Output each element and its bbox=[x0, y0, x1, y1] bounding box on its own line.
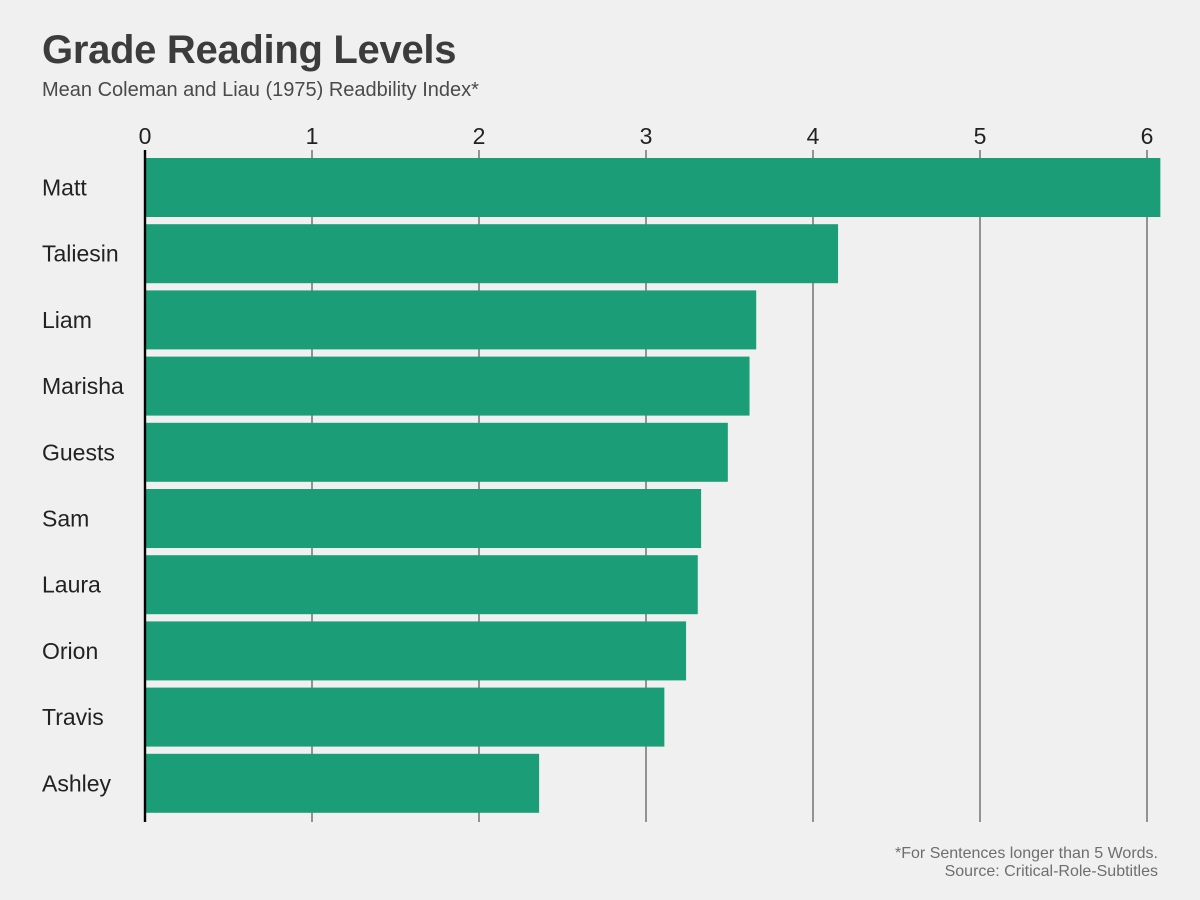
bar-sam bbox=[145, 489, 702, 548]
category-label: Ashley bbox=[42, 770, 112, 796]
bar-guests bbox=[145, 422, 728, 482]
category-label: Guests bbox=[42, 439, 115, 465]
category-label: Travis bbox=[42, 704, 104, 730]
chart-subtitle: Mean Coleman and Liau (1975) Readbility … bbox=[42, 79, 479, 101]
category-label: Orion bbox=[42, 638, 98, 664]
category-label: Marisha bbox=[42, 373, 124, 399]
bar-matt bbox=[145, 158, 1161, 217]
bar-taliesin bbox=[145, 224, 839, 284]
bar-ashley bbox=[145, 753, 540, 813]
bar-laura bbox=[145, 555, 698, 615]
footnote-source: Source: Critical-Role-Subtitles bbox=[944, 863, 1158, 880]
x-tick-label: 2 bbox=[473, 123, 486, 149]
footnote-note: *For Sentences longer than 5 Words. bbox=[895, 845, 1158, 862]
category-label: Sam bbox=[42, 506, 89, 532]
chart-title: Grade Reading Levels bbox=[42, 28, 457, 72]
x-tick-label: 0 bbox=[139, 123, 152, 149]
bar-orion bbox=[145, 621, 687, 681]
x-tick-label: 1 bbox=[306, 123, 319, 149]
x-tick-label: 5 bbox=[974, 123, 987, 149]
category-label: Laura bbox=[42, 572, 101, 598]
x-tick-label: 6 bbox=[1141, 123, 1154, 149]
bar-liam bbox=[145, 290, 757, 350]
x-tick-label: 3 bbox=[640, 123, 653, 149]
x-tick-label: 4 bbox=[807, 123, 820, 149]
chart-footnote: *For Sentences longer than 5 Words. Sour… bbox=[895, 845, 1158, 881]
bar-marisha bbox=[145, 356, 750, 416]
category-label: Taliesin bbox=[42, 241, 119, 267]
category-label: Liam bbox=[42, 307, 92, 333]
bar-travis bbox=[145, 687, 665, 747]
category-label: Matt bbox=[42, 175, 87, 201]
